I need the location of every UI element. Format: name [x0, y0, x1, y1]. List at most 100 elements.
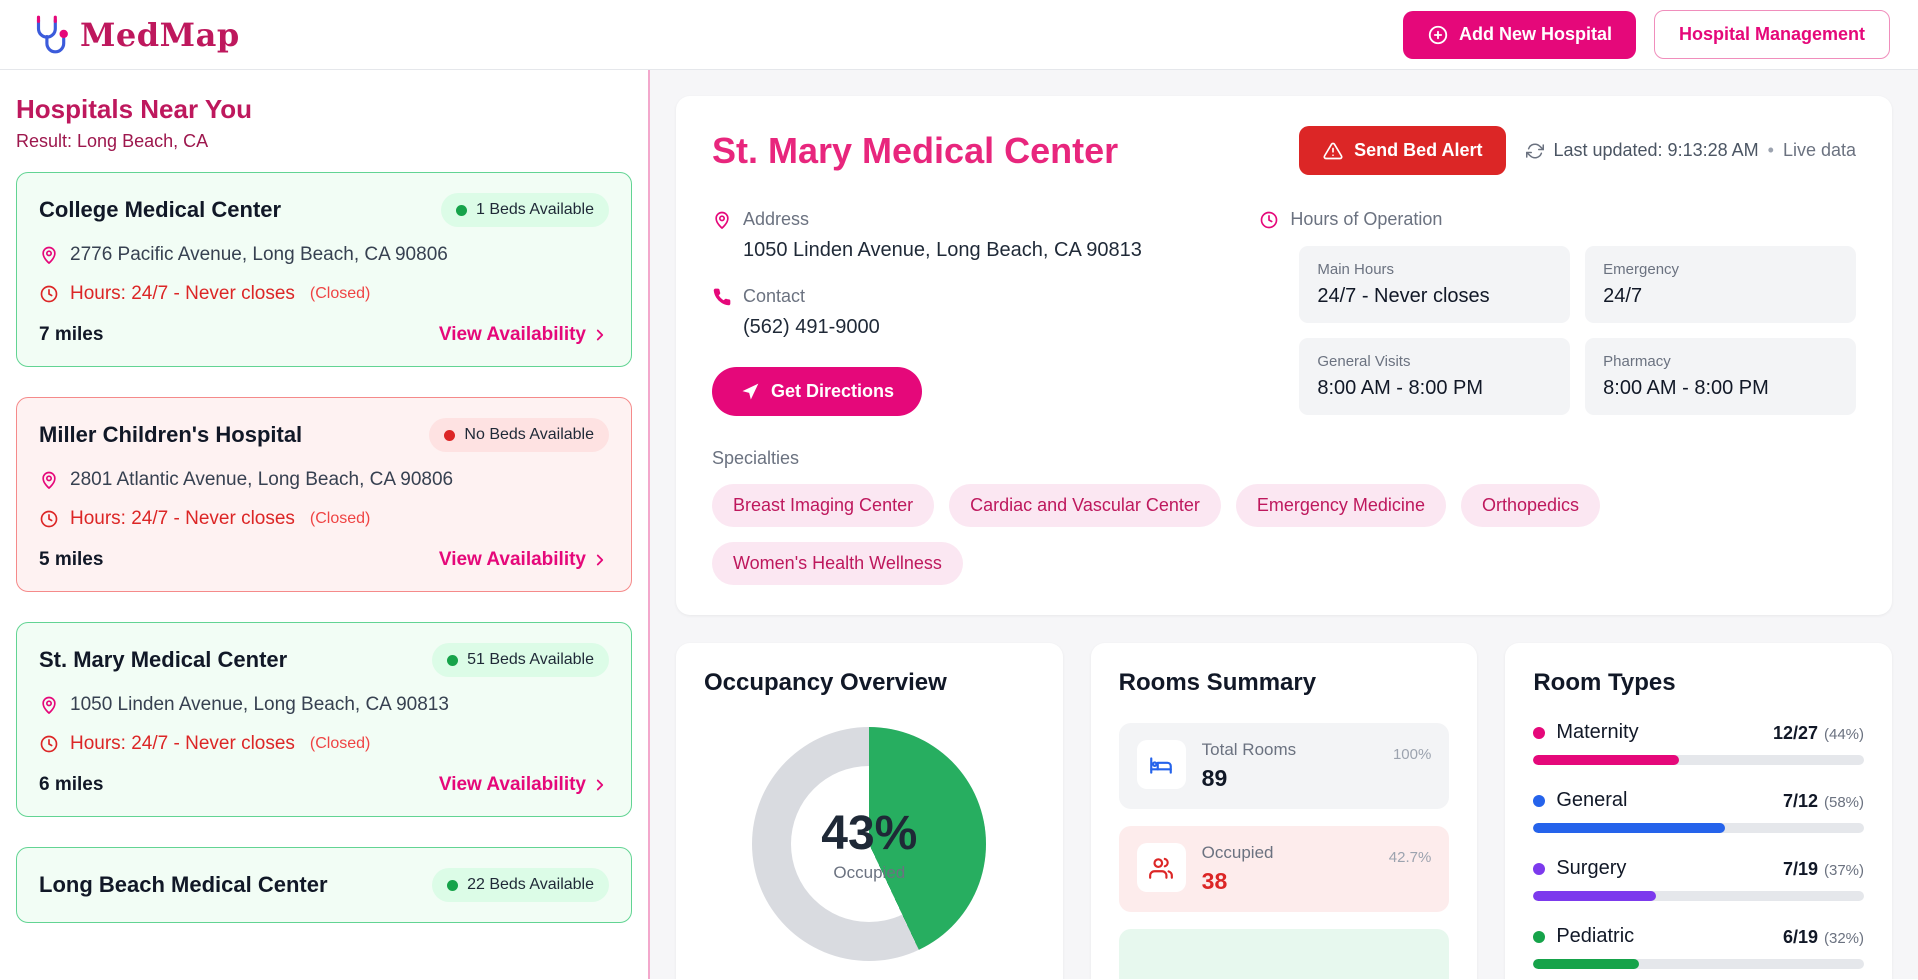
room-type-progress-fill [1533, 959, 1640, 969]
room-types-title: Room Types [1533, 669, 1676, 696]
specialty-pills: Breast Imaging Center Cardiac and Vascul… [712, 484, 1856, 585]
hour-box-main-hours: Main Hours 24/7 - Never closes [1299, 246, 1571, 323]
status-dot-green [455, 204, 467, 216]
occupancy-donut-chart: 43% Occupied [752, 727, 987, 961]
hours-of-operation-block: Hours of Operation [1259, 209, 1856, 230]
specialty-pill: Cardiac and Vascular Center [949, 484, 1221, 527]
hour-box-emergency: Emergency 24/7 [1585, 246, 1856, 323]
hospital-card-st-mary[interactable]: St. Mary Medical Center 51 Beds Availabl… [16, 622, 632, 817]
hours-grid: Main Hours 24/7 - Never closes Emergency… [1299, 246, 1856, 415]
room-type-general: General 7/12 (58%) [1533, 789, 1865, 833]
summary-percent: 100% [1392, 746, 1432, 763]
chevron-right-icon [591, 776, 609, 794]
room-type-progress-track [1533, 823, 1865, 833]
room-type-dot [1533, 726, 1546, 739]
no-beds-badge: No Beds Available [429, 418, 609, 452]
hospital-card-college-medical[interactable]: College Medical Center 1 Beds Available … [16, 172, 632, 367]
hospital-hours-row: Hours: 24/7 - Never closes (Closed) [39, 508, 609, 530]
summary-row-occupied: Occupied 38 42.7% [1118, 826, 1450, 912]
get-directions-button[interactable]: Get Directions [712, 367, 923, 416]
closed-label: (Closed) [309, 735, 371, 752]
separator-dot: • [1767, 140, 1774, 160]
hours-of-operation-label: Hours of Operation [1290, 209, 1443, 229]
room-type-dot [1533, 930, 1546, 943]
occupancy-title: Occupancy Overview [704, 669, 947, 696]
specialty-pill: Breast Imaging Center [712, 484, 935, 527]
hospital-address-row: 2776 Pacific Avenue, Long Beach, CA 9080… [39, 244, 609, 266]
contact-block: Contact (562) 491-9000 [712, 286, 1215, 339]
room-type-pediatric: Pediatric 6/19 (32%) [1533, 925, 1865, 969]
room-type-progress-fill [1533, 823, 1726, 833]
bed-icon [1136, 740, 1186, 789]
sidebar: Hospitals Near You Result: Long Beach, C… [0, 70, 650, 979]
status-dot-green [447, 654, 459, 666]
address-value: 1050 Linden Avenue, Long Beach, CA 90813 [743, 239, 1142, 261]
view-availability-link[interactable]: View Availability [439, 549, 609, 571]
hour-box-pharmacy: Pharmacy 8:00 AM - 8:00 PM [1585, 338, 1856, 415]
add-new-hospital-button[interactable]: Add New Hospital [1402, 10, 1636, 59]
map-pin-icon [39, 470, 59, 490]
map-pin-icon [39, 245, 59, 265]
refresh-icon[interactable] [1526, 142, 1545, 160]
closed-label: (Closed) [309, 285, 371, 302]
stats-row: Occupancy Overview 43% Occupied Rooms [676, 643, 1893, 979]
clock-icon [39, 734, 59, 754]
view-availability-link[interactable]: View Availability [439, 324, 609, 346]
map-pin-icon [39, 695, 59, 715]
beds-available-badge: 51 Beds Available [432, 643, 609, 677]
specialties-label: Specialties [712, 448, 800, 468]
plus-circle-icon [1427, 24, 1449, 46]
specialty-pill: Orthopedics [1460, 484, 1601, 527]
room-type-progress-track [1533, 755, 1865, 765]
summary-row-partial [1118, 929, 1450, 979]
last-updated-text: Last updated: 9:13:28 AM [1553, 140, 1759, 160]
beds-available-badge: 22 Beds Available [432, 868, 609, 902]
chevron-right-icon [591, 551, 609, 569]
hospital-address-row: 2801 Atlantic Avenue, Long Beach, CA 908… [39, 469, 609, 491]
summary-row-total-rooms: Total Rooms 89 100% [1118, 723, 1450, 809]
navigation-icon [740, 382, 760, 402]
live-data-label: Live data [1782, 140, 1856, 160]
room-types-panel: Room Types Maternity 12/27 (44%) [1505, 643, 1893, 979]
room-type-dot [1533, 794, 1546, 807]
brand-name: MedMap [80, 15, 240, 54]
status-dot-green [447, 879, 459, 891]
distance-label: 5 miles [39, 549, 104, 570]
send-bed-alert-button[interactable]: Send Bed Alert [1299, 126, 1507, 175]
hospital-card-miller-childrens[interactable]: Miller Children's Hospital No Beds Avail… [16, 397, 632, 592]
hospital-name: Miller Children's Hospital [39, 422, 303, 447]
hour-box-general-visits: General Visits 8:00 AM - 8:00 PM [1299, 338, 1571, 415]
hospital-management-button[interactable]: Hospital Management [1653, 10, 1890, 59]
distance-label: 7 miles [39, 324, 104, 345]
room-type-progress-fill [1533, 755, 1679, 765]
view-availability-link[interactable]: View Availability [439, 774, 609, 796]
hospital-name: Long Beach Medical Center [39, 872, 328, 897]
occupancy-percent: 43% [821, 806, 918, 860]
phone-icon [712, 287, 732, 307]
add-new-hospital-label: Add New Hospital [1458, 24, 1612, 44]
hospital-card-long-beach[interactable]: Long Beach Medical Center 22 Beds Availa… [16, 847, 632, 923]
occupancy-donut-fill [752, 727, 987, 961]
rooms-summary-panel: Rooms Summary Total Rooms 89 100% [1090, 643, 1478, 979]
stethoscope-logo-icon [28, 14, 70, 56]
hospital-address-row: 1050 Linden Avenue, Long Beach, CA 90813 [39, 694, 609, 716]
hospital-name: College Medical Center [39, 197, 282, 222]
specialty-pill: Women's Health Wellness [712, 542, 963, 585]
sidebar-title: Hospitals Near You [16, 94, 252, 124]
main: St. Mary Medical Center Send Bed Alert L… [650, 70, 1918, 979]
room-type-progress-track [1533, 891, 1865, 901]
people-icon [1136, 843, 1186, 892]
summary-percent: 42.7% [1388, 849, 1432, 866]
hospital-name: St. Mary Medical Center [39, 647, 288, 672]
specialties-section: Specialties Breast Imaging Center Cardia… [712, 448, 1856, 585]
map-pin-icon [712, 210, 732, 230]
hospital-hours-row: Hours: 24/7 - Never closes (Closed) [39, 283, 609, 305]
alert-triangle-icon [1323, 141, 1343, 161]
header-actions: Add New Hospital Hospital Management [1402, 10, 1890, 59]
contact-label: Contact [743, 286, 806, 306]
occupancy-center-label: Occupied [833, 862, 906, 882]
rooms-summary-title: Rooms Summary [1118, 669, 1317, 696]
beds-available-badge: 1 Beds Available [440, 193, 609, 227]
room-type-maternity: Maternity 12/27 (44%) [1533, 721, 1865, 765]
occupancy-donut-center: 43% Occupied [752, 727, 986, 961]
